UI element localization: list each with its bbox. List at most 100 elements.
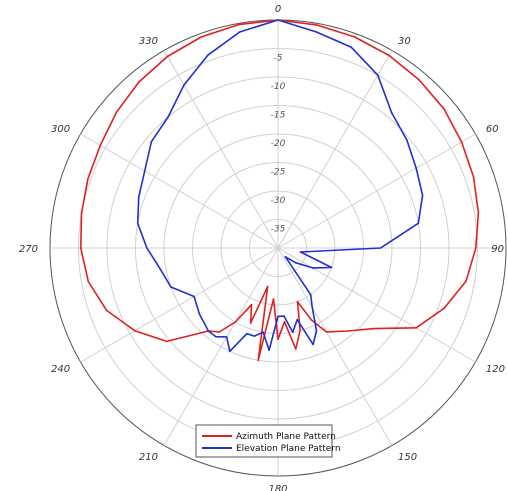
- data-point: [388, 54, 390, 57]
- data-point: [283, 315, 285, 317]
- radial-tick-label: -15: [271, 111, 286, 121]
- data-point: [268, 349, 270, 352]
- angle-tick-label: 270: [19, 244, 38, 255]
- data-point: [443, 307, 445, 310]
- angle-tick-label: 210: [139, 452, 158, 463]
- data-point: [229, 350, 231, 353]
- angle-tick-labels: 0 30 60 90 120 150 180 210 240 270 300 330: [19, 4, 505, 491]
- data-point: [443, 108, 445, 110]
- data-point: [296, 318, 299, 321]
- grid-spoke: [80, 247, 279, 363]
- data-point: [415, 327, 418, 329]
- radial-tick-label: -5: [274, 54, 283, 64]
- legend-label-azimuth: Azimuth Plane Pattern: [236, 432, 336, 442]
- data-point: [315, 329, 318, 332]
- angle-tick-label: 330: [139, 36, 158, 47]
- radial-tick-label: -25: [271, 168, 286, 178]
- data-point: [193, 295, 195, 298]
- data-point: [249, 322, 252, 324]
- data-point: [315, 31, 317, 33]
- data-point: [99, 144, 102, 147]
- data-point: [250, 304, 253, 306]
- data-point: [170, 286, 172, 288]
- series-line: [136, 19, 424, 353]
- data-point: [237, 23, 240, 26]
- grid-spoke: [277, 50, 393, 249]
- data-point: [465, 280, 467, 283]
- data-point: [294, 261, 297, 264]
- data-point: [262, 331, 265, 334]
- data-point: [218, 331, 220, 333]
- data-point: [415, 167, 418, 169]
- data-point: [311, 306, 314, 309]
- data-point: [80, 212, 83, 215]
- series-elevation: [136, 19, 424, 353]
- data-point: [472, 176, 475, 178]
- data-point: [159, 268, 161, 270]
- data-point: [146, 247, 148, 249]
- data-point: [253, 335, 256, 337]
- data-point: [200, 36, 202, 38]
- data-point: [207, 54, 209, 56]
- legend-label-elevation: Elevation Plane Pattern: [236, 444, 341, 454]
- data-point: [207, 330, 210, 332]
- data-point: [234, 321, 237, 323]
- data-point: [87, 178, 89, 180]
- series-line: [80, 19, 480, 362]
- data-point: [87, 280, 90, 283]
- data-point: [198, 313, 201, 315]
- data-point: [257, 359, 260, 362]
- data-point: [246, 332, 248, 335]
- angle-tick-label: 300: [51, 124, 70, 135]
- data-point: [277, 19, 279, 21]
- data-point: [460, 141, 463, 143]
- data-point: [167, 116, 169, 118]
- data-point: [477, 211, 480, 214]
- data-point: [150, 140, 153, 143]
- grid-spoke: [277, 133, 476, 249]
- data-point: [379, 247, 382, 249]
- data-point: [284, 255, 287, 258]
- grid-spoke: [163, 50, 279, 249]
- data-point: [311, 267, 314, 269]
- data-point: [377, 74, 379, 76]
- angle-tick-label: 180: [268, 484, 287, 491]
- data-point: [115, 111, 118, 114]
- data-point: [239, 31, 241, 33]
- data-point: [225, 336, 228, 338]
- data-point: [166, 55, 169, 58]
- data-point: [134, 329, 136, 332]
- angle-tick-label: 120: [486, 364, 505, 375]
- data-point: [406, 139, 408, 141]
- angle-tick-label: 30: [398, 36, 411, 47]
- radial-tick-label: -20: [271, 139, 286, 149]
- data-point: [277, 315, 279, 318]
- data-point: [137, 196, 140, 199]
- data-point: [292, 331, 294, 334]
- data-point: [183, 84, 185, 86]
- data-point: [390, 111, 393, 114]
- data-point: [346, 330, 349, 332]
- data-point: [136, 222, 139, 225]
- chart-legend: Azimuth Plane Pattern Elevation Plane Pa…: [195, 424, 341, 458]
- angle-tick-label: 240: [51, 364, 70, 375]
- data-point: [80, 247, 82, 249]
- data-point: [330, 266, 333, 269]
- data-point: [138, 81, 140, 83]
- data-point: [299, 329, 301, 332]
- data-point: [475, 247, 477, 249]
- data-point: [373, 327, 375, 330]
- data-point: [310, 319, 313, 322]
- radial-tick-label: -35: [271, 225, 286, 235]
- data-point: [215, 335, 217, 338]
- data-point: [105, 309, 108, 312]
- data-point: [295, 348, 297, 350]
- data-point: [272, 298, 275, 300]
- data-point: [309, 293, 312, 296]
- angle-tick-label: 60: [486, 124, 499, 135]
- data-point: [283, 321, 286, 323]
- radial-tick-label: -10: [271, 82, 286, 92]
- radial-tick-label: -30: [271, 196, 286, 206]
- angle-tick-label: 90: [491, 244, 504, 255]
